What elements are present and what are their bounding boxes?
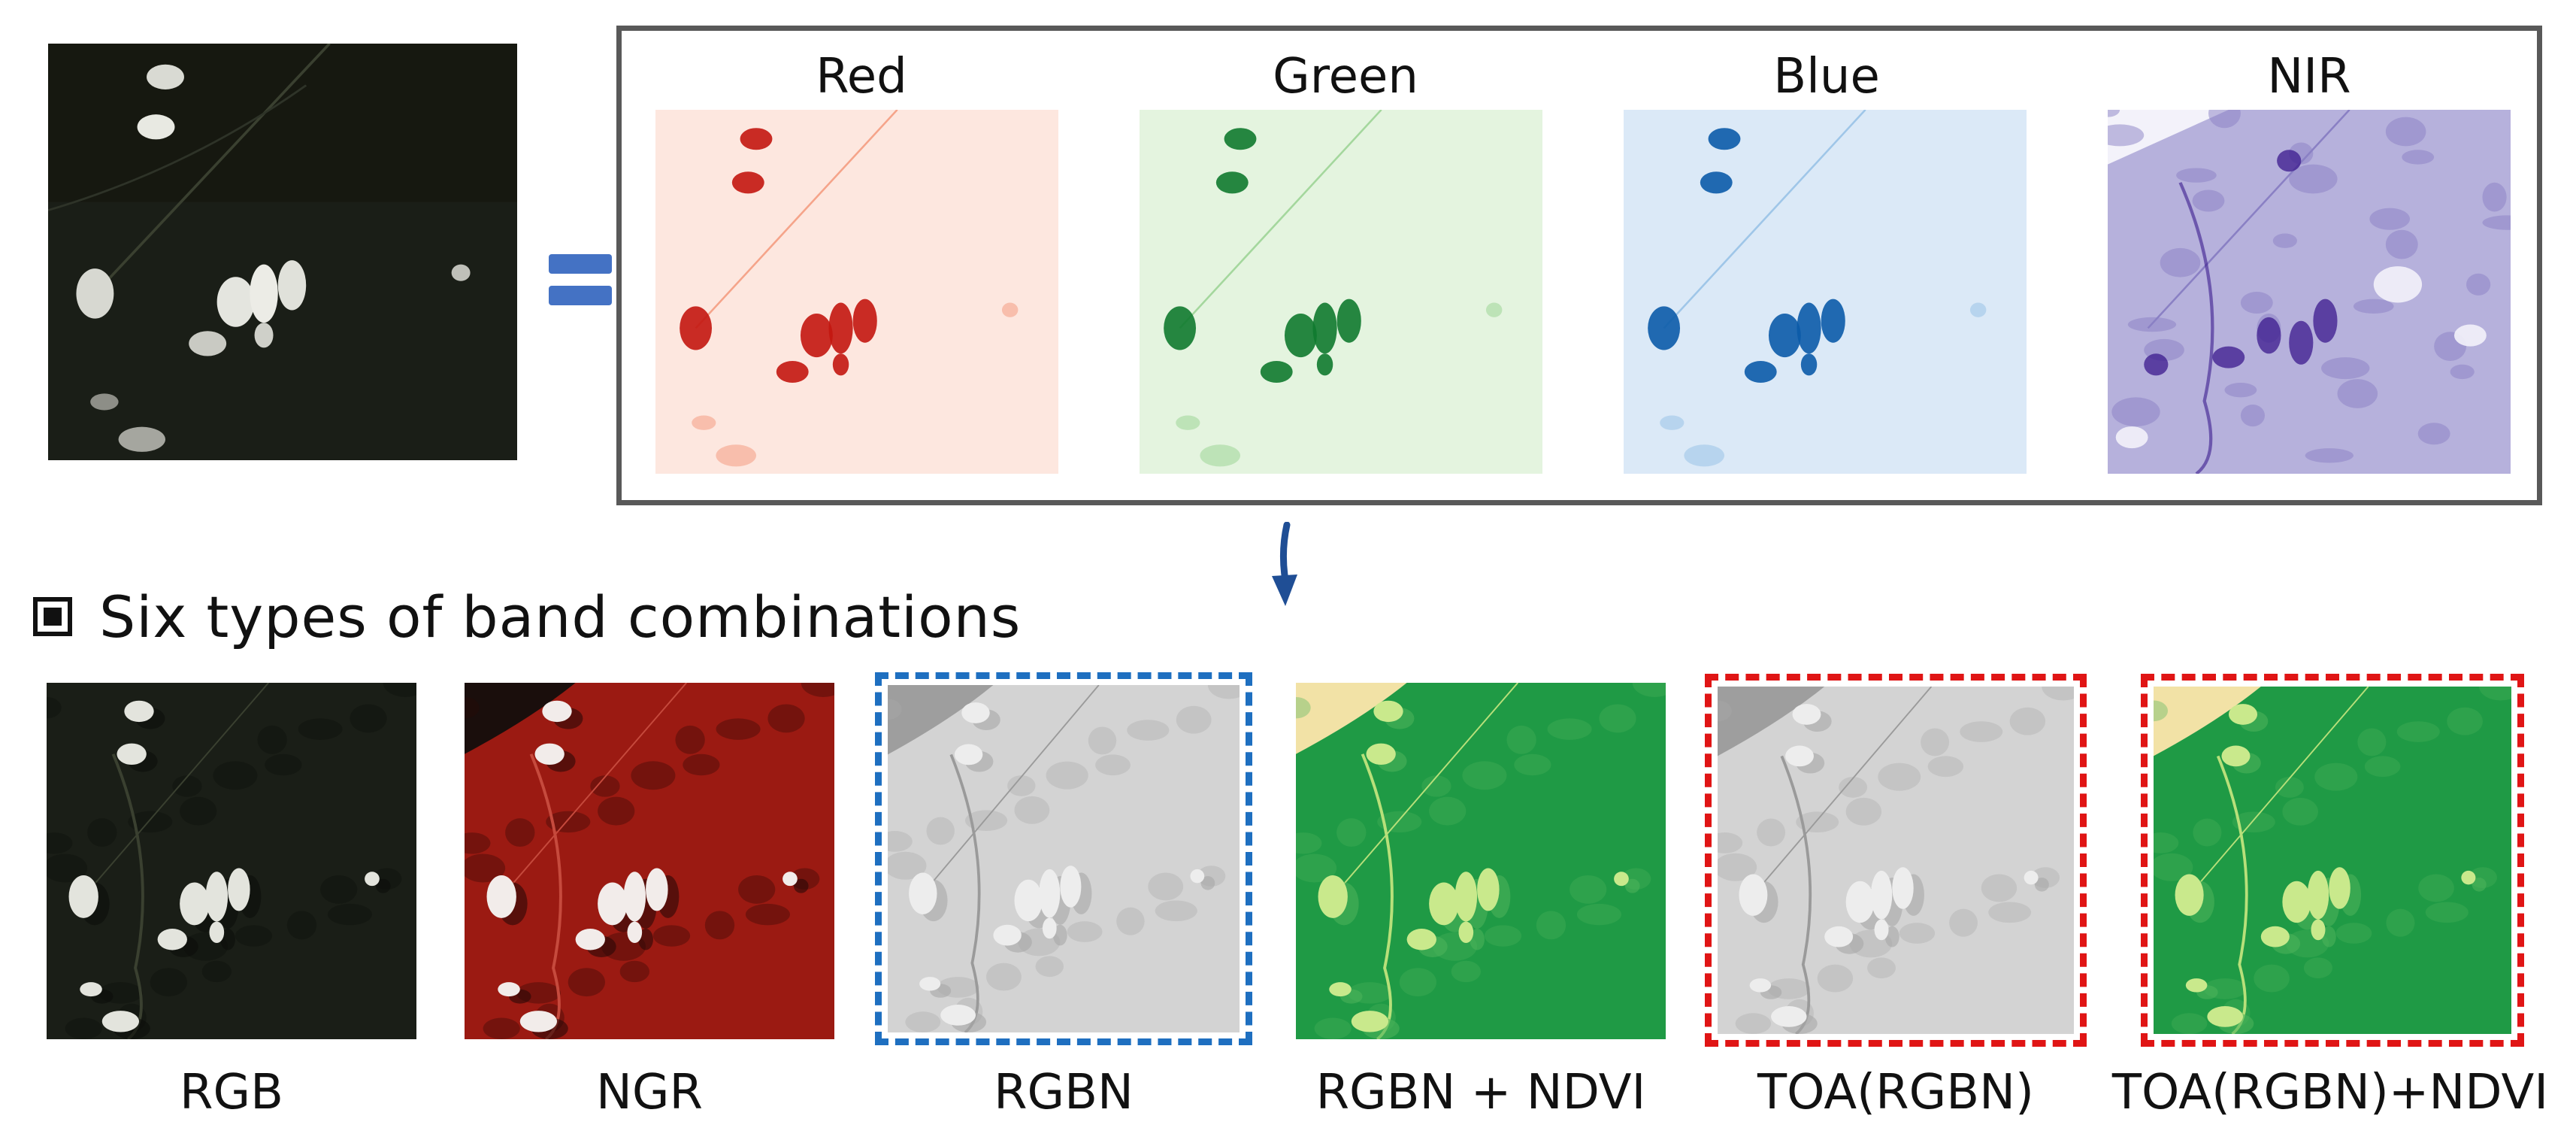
band-image-red <box>655 110 1058 474</box>
equals-icon <box>549 254 612 305</box>
band-label-red: Red <box>816 49 907 105</box>
band-image-green <box>1140 110 1542 474</box>
band-image-blue <box>1624 110 2027 474</box>
combo-label-toa-rgbn: TOA(RGBN) <box>1757 1065 2034 1120</box>
band-label-blue: Blue <box>1773 49 1880 105</box>
section-title: Six types of band combinations <box>99 583 1022 650</box>
combo-label-rgb: RGB <box>180 1065 283 1120</box>
combo-label-rgbn-ndvi: RGBN + NDVI <box>1315 1065 1646 1120</box>
square-bullet-icon <box>33 597 72 636</box>
satellite-rgb-image <box>48 44 517 460</box>
down-arrow-icon <box>1261 521 1306 611</box>
bands-panel <box>616 26 2542 505</box>
band-label-green: Green <box>1273 49 1418 105</box>
combo-image-ngr <box>465 683 834 1039</box>
band-image-nir <box>2108 110 2511 474</box>
source-satellite-image <box>48 44 517 460</box>
combo-label-rgbn: RGBN <box>994 1065 1134 1120</box>
combo-label-toa-rgbn-ndvi: TOA(RGBN)+NDVI <box>2111 1065 2549 1120</box>
combo-image-rgbn <box>875 672 1252 1045</box>
combo-image-rgbn-ndvi <box>1296 683 1666 1039</box>
combo-label-ngr: NGR <box>596 1065 703 1120</box>
combo-image-rgb <box>47 683 416 1039</box>
section-heading: Six types of band combinations <box>33 571 1021 662</box>
band-label-nir: NIR <box>2267 49 2351 105</box>
combo-image-toa-rgbn-ndvi <box>2141 674 2524 1047</box>
combo-image-toa-rgbn <box>1705 674 2087 1047</box>
